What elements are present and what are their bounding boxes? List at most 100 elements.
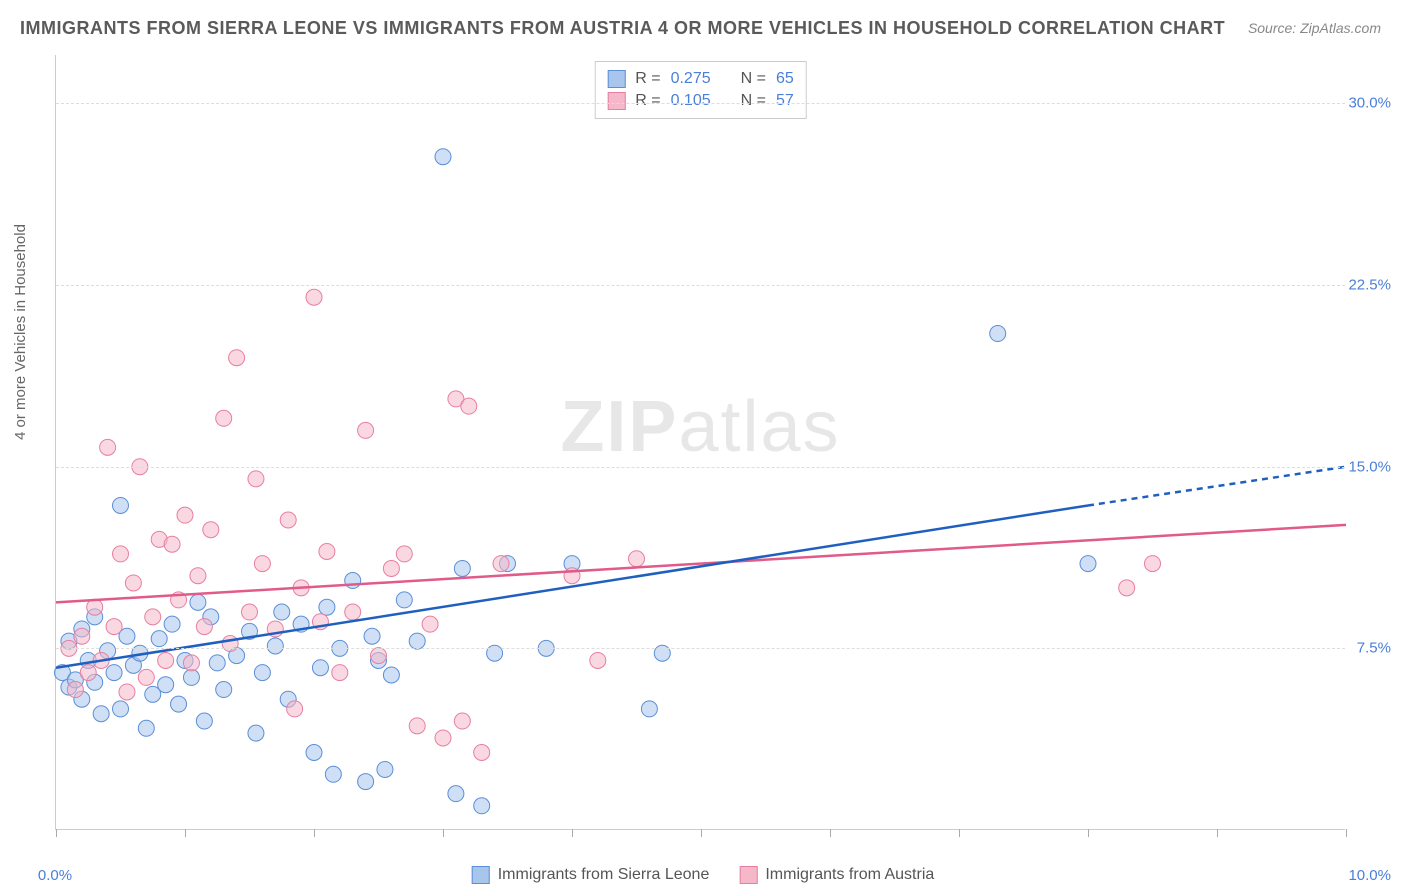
gridline-h <box>56 467 1345 468</box>
scatter-point <box>113 497 129 513</box>
scatter-point <box>164 536 180 552</box>
gridline-h <box>56 285 1345 286</box>
scatter-point <box>203 522 219 538</box>
scatter-point <box>1145 556 1161 572</box>
swatch-series-2 <box>739 866 757 884</box>
scatter-point <box>493 556 509 572</box>
scatter-point <box>100 439 116 455</box>
scatter-point <box>113 546 129 562</box>
scatter-point <box>409 633 425 649</box>
scatter-point <box>448 786 464 802</box>
scatter-point <box>106 619 122 635</box>
scatter-point <box>590 652 606 668</box>
scatter-point <box>306 745 322 761</box>
scatter-point <box>209 655 225 671</box>
y-tick-label: 30.0% <box>1348 95 1391 112</box>
scatter-point <box>158 677 174 693</box>
series-legend: Immigrants from Sierra Leone Immigrants … <box>472 866 935 884</box>
scatter-point <box>641 701 657 717</box>
scatter-point <box>183 655 199 671</box>
scatter-point <box>422 616 438 632</box>
scatter-point <box>280 512 296 528</box>
scatter-point <box>474 745 490 761</box>
x-tick <box>959 829 960 837</box>
scatter-point <box>254 665 270 681</box>
scatter-point <box>629 551 645 567</box>
x-tick <box>830 829 831 837</box>
plot-area: ZIPatlas R = 0.275 N = 65 R = 0.105 N = … <box>55 55 1345 830</box>
scatter-point <box>254 556 270 572</box>
scatter-point <box>454 560 470 576</box>
scatter-point <box>345 604 361 620</box>
legend-label-series-1: Immigrants from Sierra Leone <box>498 866 710 884</box>
x-tick <box>314 829 315 837</box>
scatter-point <box>216 682 232 698</box>
swatch-series-1 <box>472 866 490 884</box>
scatter-point <box>93 706 109 722</box>
scatter-point <box>435 730 451 746</box>
scatter-point <box>990 326 1006 342</box>
x-tick <box>1346 829 1347 837</box>
x-tick-label-max: 10.0% <box>1348 867 1391 884</box>
scatter-point <box>106 665 122 681</box>
scatter-point <box>229 350 245 366</box>
scatter-point <box>358 422 374 438</box>
chart-container: IMMIGRANTS FROM SIERRA LEONE VS IMMIGRAN… <box>0 0 1406 892</box>
x-tick <box>56 829 57 837</box>
scatter-point <box>216 410 232 426</box>
legend-item-series-1: Immigrants from Sierra Leone <box>472 866 710 884</box>
scatter-point <box>1080 556 1096 572</box>
scatter-point <box>454 713 470 729</box>
scatter-point <box>158 652 174 668</box>
scatter-point <box>364 628 380 644</box>
scatter-point <box>145 609 161 625</box>
scatter-point <box>74 628 90 644</box>
scatter-point <box>345 573 361 589</box>
scatter-point <box>325 766 341 782</box>
scatter-point <box>196 619 212 635</box>
x-tick <box>185 829 186 837</box>
scatter-point <box>125 575 141 591</box>
source-name: ZipAtlas.com <box>1300 20 1381 36</box>
scatter-point <box>409 718 425 734</box>
x-tick <box>572 829 573 837</box>
scatter-point <box>274 604 290 620</box>
x-tick <box>701 829 702 837</box>
scatter-point <box>1119 580 1135 596</box>
scatter-point <box>383 560 399 576</box>
scatter-point <box>248 471 264 487</box>
legend-item-series-2: Immigrants from Austria <box>739 866 934 884</box>
scatter-point <box>474 798 490 814</box>
scatter-point <box>319 599 335 615</box>
scatter-point <box>67 682 83 698</box>
scatter-point <box>358 774 374 790</box>
scatter-point <box>119 684 135 700</box>
scatter-point <box>242 604 258 620</box>
y-tick-label: 22.5% <box>1348 277 1391 294</box>
scatter-point <box>183 669 199 685</box>
scatter-point <box>190 568 206 584</box>
scatter-point <box>80 665 96 681</box>
legend-label-series-2: Immigrants from Austria <box>765 866 934 884</box>
scatter-point <box>113 701 129 717</box>
scatter-point <box>248 725 264 741</box>
scatter-point <box>171 696 187 712</box>
scatter-point <box>312 660 328 676</box>
y-tick-label: 7.5% <box>1357 640 1391 657</box>
scatter-point <box>332 665 348 681</box>
source-attribution: Source: ZipAtlas.com <box>1248 20 1381 36</box>
scatter-point <box>177 507 193 523</box>
scatter-point <box>371 648 387 664</box>
y-axis-label: 4 or more Vehicles in Household <box>12 224 29 440</box>
trend-line-extrapolated <box>1088 467 1346 506</box>
x-tick <box>1088 829 1089 837</box>
scatter-plot-svg <box>56 55 1345 829</box>
scatter-point <box>164 616 180 632</box>
scatter-point <box>287 701 303 717</box>
scatter-point <box>267 638 283 654</box>
scatter-point <box>396 546 412 562</box>
scatter-point <box>396 592 412 608</box>
source-prefix: Source: <box>1248 20 1300 36</box>
scatter-point <box>151 631 167 647</box>
chart-title: IMMIGRANTS FROM SIERRA LEONE VS IMMIGRAN… <box>20 18 1225 39</box>
